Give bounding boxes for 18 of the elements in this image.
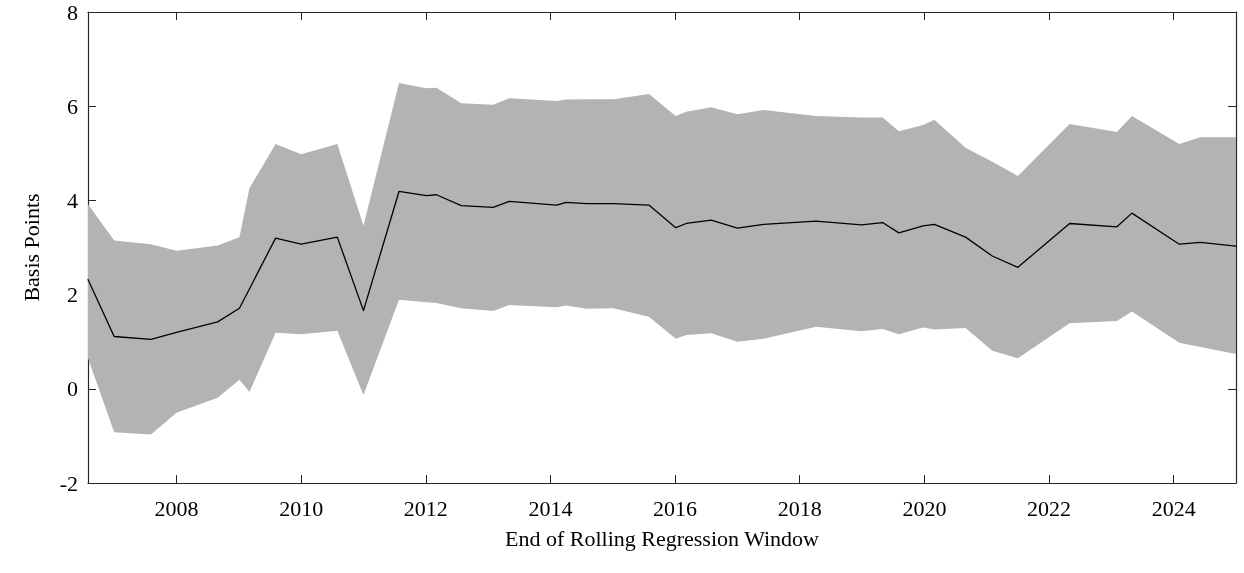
- x-tick-label: 2012: [403, 495, 448, 521]
- y-tick-label: 0: [67, 376, 78, 402]
- line-series: [87, 190, 1237, 340]
- x-tick-label: 2020: [902, 495, 947, 521]
- x-tick-label: 2024: [1151, 495, 1196, 521]
- x-tick-label: 2014: [528, 495, 573, 521]
- y-axis-title: Basis Points: [18, 193, 44, 302]
- x-tick-label: 2022: [1027, 495, 1072, 521]
- y-tick-label: 6: [67, 93, 78, 119]
- x-tick-label: 2008: [154, 495, 199, 521]
- x-tick-label: 2010: [279, 495, 324, 521]
- x-tick-label: 2016: [653, 495, 698, 521]
- y-tick-label: -2: [59, 470, 78, 496]
- y-tick-label: 2: [67, 282, 78, 308]
- y-tick-label: 8: [67, 0, 78, 25]
- x-tick-label: 2018: [777, 495, 822, 521]
- x-axis-title: End of Rolling Regression Window: [504, 525, 820, 551]
- y-tick-label: 4: [67, 187, 78, 213]
